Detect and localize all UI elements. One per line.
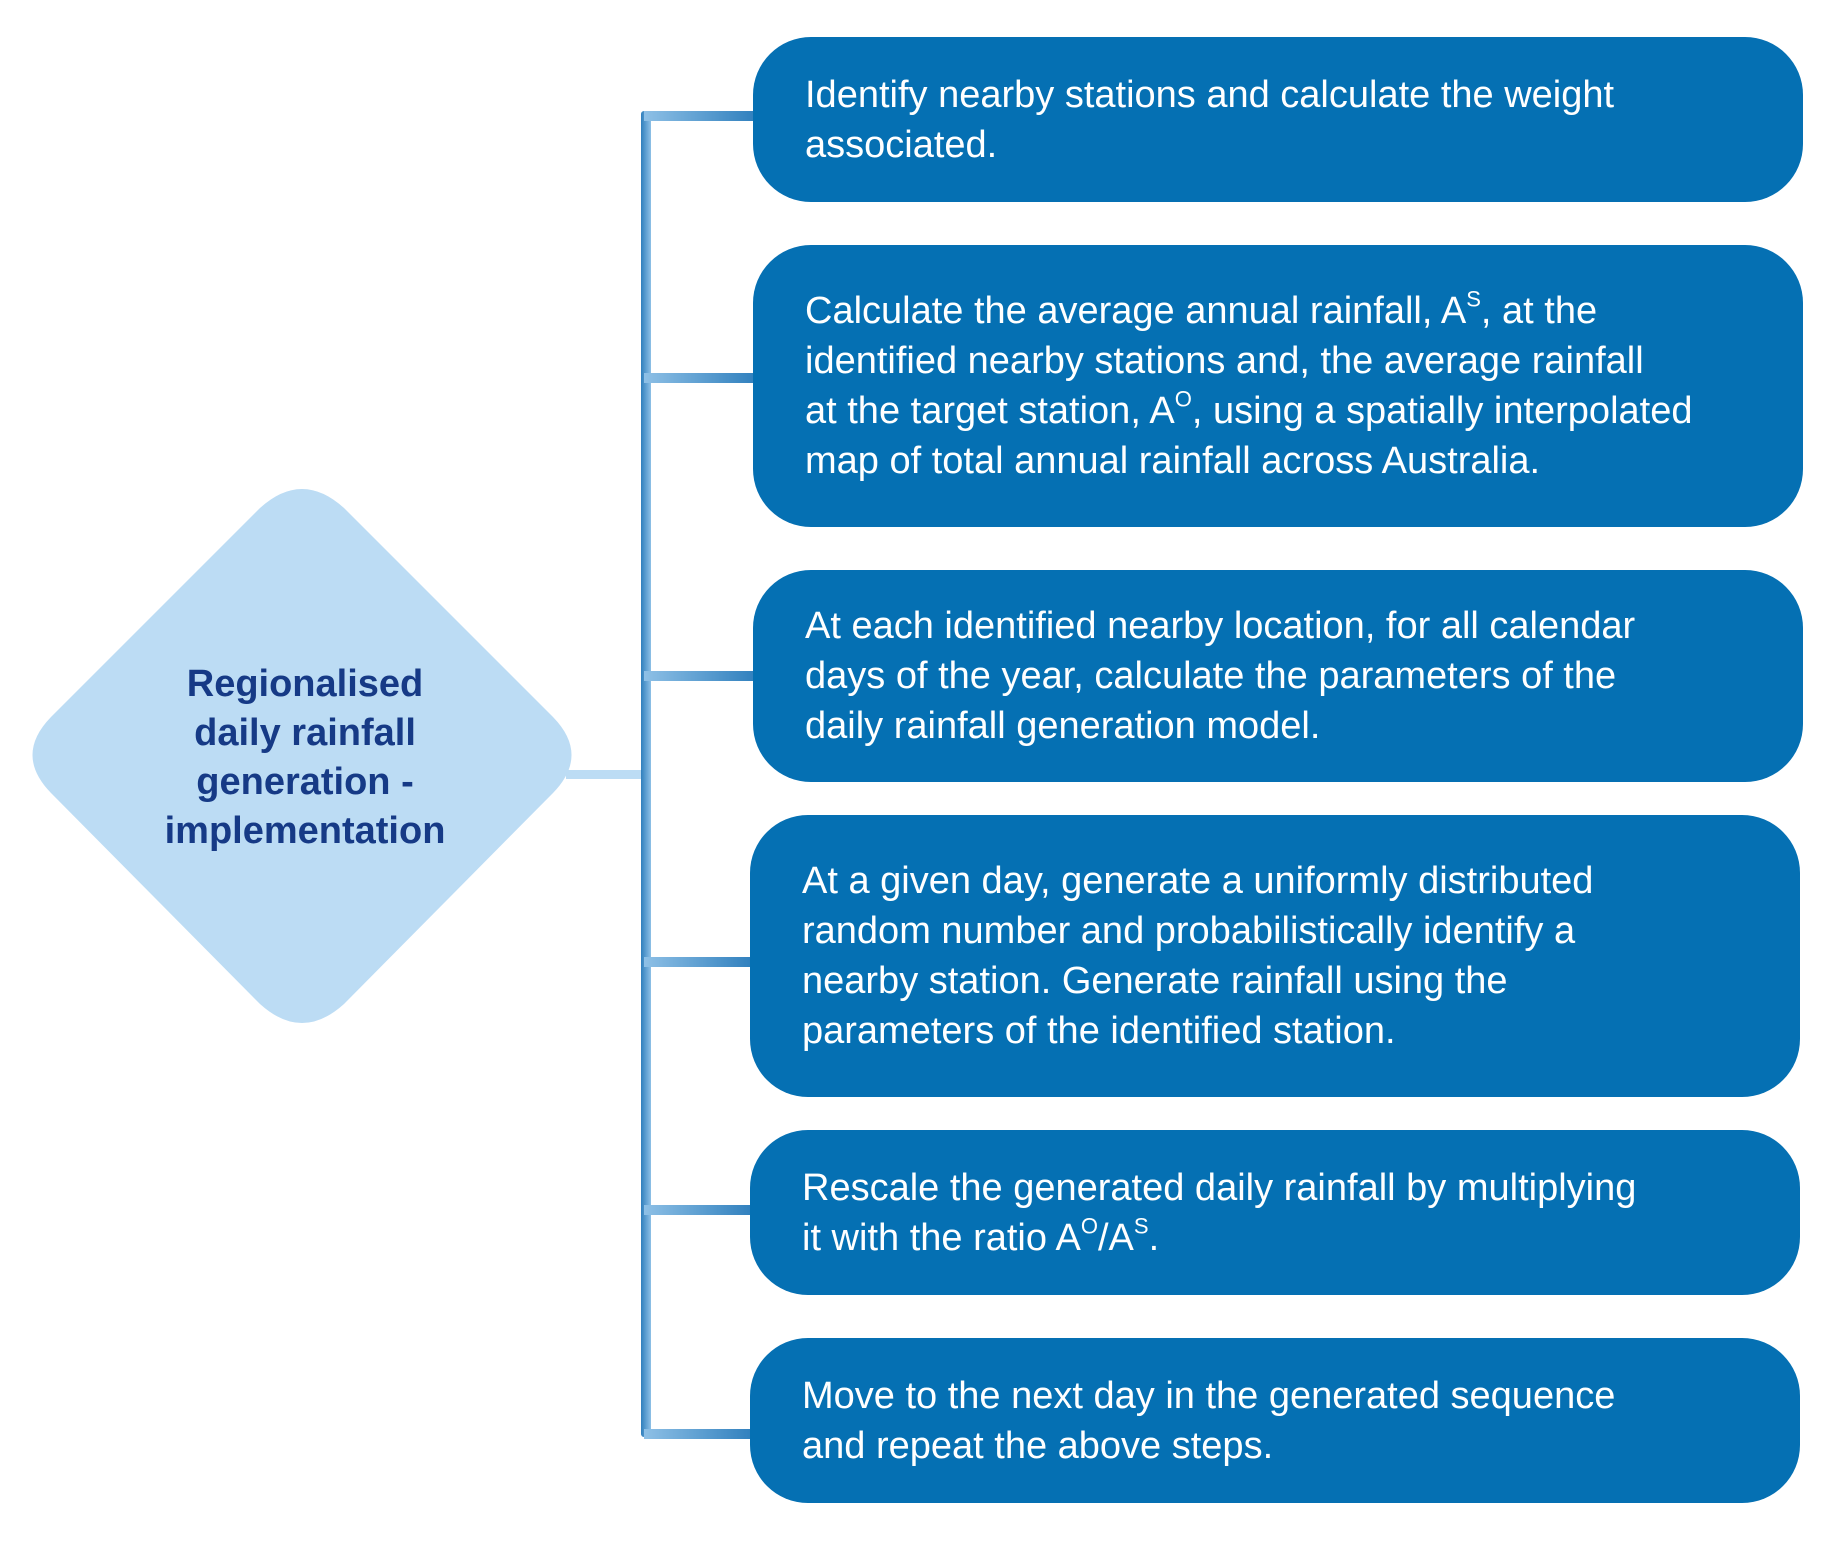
text-run: Rescale the generated daily rainfall by … <box>802 1166 1637 1209</box>
branch-connector <box>644 1205 754 1215</box>
step-text: At each identified nearby location, for … <box>805 601 1773 751</box>
step-text-line: random number and probabilistically iden… <box>802 906 1770 956</box>
step-box-4: At a given day, generate a uniformly dis… <box>750 815 1800 1097</box>
superscript-text: S <box>1466 286 1481 312</box>
text-run: Move to the next day in the generated se… <box>802 1374 1616 1417</box>
step-text-line: Identify nearby stations and calculate t… <box>805 70 1773 120</box>
root-node-label: Regionalised daily rainfall generation -… <box>120 660 490 856</box>
branch-connector <box>644 373 757 383</box>
root-label-line: implementation <box>164 810 446 852</box>
branch-connector <box>644 1429 754 1439</box>
step-text-line: daily rainfall generation model. <box>805 701 1773 751</box>
text-run: . <box>1148 1216 1160 1259</box>
text-run: Calculate the average annual rainfall, A <box>805 290 1467 332</box>
step-text-line: it with the ratio AO/AS. <box>802 1213 1770 1263</box>
step-text: At a given day, generate a uniformly dis… <box>802 856 1770 1056</box>
step-text-line: associated. <box>805 120 1773 170</box>
step-text-line: map of total annual rainfall across Aust… <box>805 436 1773 486</box>
step-text: Identify nearby stations and calculate t… <box>805 70 1773 170</box>
text-run: Identify nearby stations and calculate t… <box>805 73 1615 116</box>
text-run: random number and probabilistically iden… <box>802 910 1576 952</box>
superscript-text: O <box>1080 1212 1098 1238</box>
root-label-line: Regionalised <box>186 663 424 705</box>
text-run: nearby station. Generate rainfall using … <box>802 960 1508 1002</box>
text-run: , using a spatially interpolated <box>1191 390 1693 432</box>
step-box-3: At each identified nearby location, for … <box>753 570 1803 782</box>
branch-connector <box>644 671 757 681</box>
text-run: map of total annual rainfall across Aust… <box>805 440 1541 482</box>
step-text: Rescale the generated daily rainfall by … <box>802 1163 1770 1263</box>
root-connector <box>566 770 644 779</box>
text-run: At a given day, generate a uniformly dis… <box>802 860 1594 902</box>
text-run: days of the year, calculate the paramete… <box>805 655 1617 697</box>
step-text: Calculate the average annual rainfall, A… <box>805 286 1773 486</box>
text-run: and repeat the above steps. <box>802 1424 1274 1467</box>
root-label-line: daily rainfall <box>194 712 416 754</box>
step-box-2: Calculate the average annual rainfall, A… <box>753 245 1803 527</box>
step-text-line: and repeat the above steps. <box>802 1421 1770 1471</box>
text-run: at the target station, A <box>805 390 1175 432</box>
step-box-5: Rescale the generated daily rainfall by … <box>750 1130 1800 1295</box>
step-text-line: At each identified nearby location, for … <box>805 601 1773 651</box>
step-box-6: Move to the next day in the generated se… <box>750 1338 1800 1503</box>
branch-connector <box>644 957 754 967</box>
step-text-line: Rescale the generated daily rainfall by … <box>802 1163 1770 1213</box>
text-run: daily rainfall generation model. <box>805 705 1321 747</box>
text-run: parameters of the identified station. <box>802 1010 1396 1052</box>
text-run: it with the ratio A <box>802 1216 1081 1259</box>
superscript-text: S <box>1133 1212 1149 1238</box>
step-text-line: At a given day, generate a uniformly dis… <box>802 856 1770 906</box>
root-label-line: generation - <box>196 761 414 803</box>
step-text-line: nearby station. Generate rainfall using … <box>802 956 1770 1006</box>
root-diamond <box>32 489 572 1023</box>
step-text-line: parameters of the identified station. <box>802 1006 1770 1056</box>
text-run: /A <box>1097 1216 1134 1259</box>
step-text: Move to the next day in the generated se… <box>802 1371 1770 1471</box>
connector-trunk <box>641 111 651 1437</box>
text-run: At each identified nearby location, for … <box>805 605 1636 647</box>
branch-connector <box>644 111 757 121</box>
step-text-line: Calculate the average annual rainfall, A… <box>805 286 1773 336</box>
superscript-text: O <box>1174 386 1192 412</box>
step-text-line: days of the year, calculate the paramete… <box>805 651 1773 701</box>
step-box-1: Identify nearby stations and calculate t… <box>753 37 1803 202</box>
branch-connectors <box>644 111 757 1439</box>
step-text-line: at the target station, AO, using a spati… <box>805 386 1773 436</box>
text-run: , at the <box>1480 290 1598 332</box>
text-run: identified nearby stations and, the aver… <box>805 340 1644 382</box>
step-text-line: identified nearby stations and, the aver… <box>805 336 1773 386</box>
text-run: associated. <box>805 123 998 166</box>
step-text-line: Move to the next day in the generated se… <box>802 1371 1770 1421</box>
